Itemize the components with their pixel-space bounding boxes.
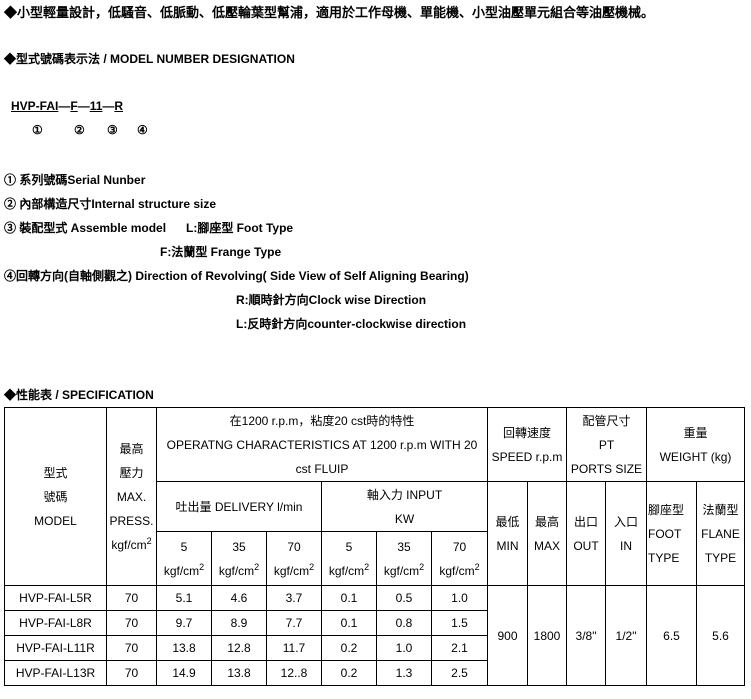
spec-table: 型式 號碼 MODEL 最高 壓力 MAX. PRESS. kgf/cm2 在1200 r.… (4, 407, 745, 686)
sep: — (58, 99, 71, 113)
line-cw: R:順時針方向Clock wise Direction (236, 293, 427, 307)
header-pressure-1: 35 kgf/cm2 (211, 531, 267, 586)
line-flange: F:法蘭型 Frange Type (160, 245, 282, 259)
table-cell: 70 (106, 610, 157, 636)
table-row: HVP-FAI-L5R 70 5.1 4.6 3.7 0.1 0.5 1.0 900 1800 3/… (4, 585, 745, 686)
header-ports: 配管尺寸 PT PORTS SIZE (566, 407, 647, 482)
table-cell: 0.8 (376, 610, 432, 636)
sep: — (102, 99, 115, 113)
header-pressure-0: 5 kgf/cm2 (156, 531, 212, 586)
header-input: 軸入力 INPUT KW (321, 481, 488, 532)
marker-1: ① (32, 123, 43, 137)
table-cell: HVP-FAI-L8R (4, 610, 107, 636)
shared-cell: 6.5 (646, 585, 697, 686)
table-cell: 12.8 (211, 635, 267, 661)
marker-3: ③ (107, 123, 118, 137)
shared-cell: 1/2" (605, 585, 647, 686)
table-cell: 1.0 (431, 585, 488, 611)
table-cell: 0.2 (321, 635, 377, 661)
header-speed: 回轉速度 SPEED r.p.m (487, 407, 567, 482)
sep: — (77, 99, 90, 113)
header-delivery: 吐出量 DELIVERY l/min (156, 481, 322, 532)
table-cell: HVP-FAI-L11R (4, 635, 107, 661)
shared-cell: 3/8" (566, 585, 606, 686)
code-size: F (70, 99, 78, 113)
table-cell: 9.7 (156, 610, 212, 636)
header-operating: 在1200 r.p.m，粘度20 cst時的特性 OPERATNG CHARACT… (156, 407, 488, 482)
shared-cell: 900 (487, 585, 528, 686)
line-serial: ① 系列號碼Serial Nunber (4, 173, 146, 187)
line-foot: L:腳座型 Foot Type (186, 221, 294, 235)
line-assemble: ③ 裝配型式 Assemble model (4, 221, 167, 235)
table-cell: 1.0 (376, 635, 432, 661)
table-cell: 11.7 (266, 635, 322, 661)
header-flane: 法蘭型 FLANE TYPE (696, 481, 745, 586)
header-pressure-2: 70 kgf/cm2 (266, 531, 322, 586)
table-cell: 0.1 (321, 585, 377, 611)
table-cell: 70 (106, 660, 157, 686)
header-max-press: 最高 壓力 MAX. PRESS. kgf/cm2 (106, 407, 157, 586)
model-code: HVP-FAI—F—11—R (11, 99, 123, 113)
table-cell: 70 (106, 585, 157, 611)
table-cell: 13.8 (156, 635, 212, 661)
code-series: HVP-FAI (11, 99, 59, 113)
table-cell: HVP-FAI-L5R (4, 585, 107, 611)
table-cell: 13.8 (211, 660, 267, 686)
table-cell: HVP-FAI-L13R (4, 660, 107, 686)
line-rotation: ④回轉方向(自軸側觀之) Direction of Revolving( Sid… (4, 269, 469, 283)
header-max: 最高 MAX (527, 481, 567, 586)
table-cell: 4.6 (211, 585, 267, 611)
table-cell: 7.7 (266, 610, 322, 636)
header-model: 型式 號碼 MODEL (4, 407, 107, 586)
header-weight: 重量 WEIGHT (kg) (646, 407, 745, 482)
spec-title: ◆性能表 / SPECIFICATION (4, 388, 154, 402)
marker-4: ④ (137, 123, 148, 137)
table-cell: 2.5 (431, 660, 488, 686)
header-out: 出口 OUT (566, 481, 606, 586)
table-row: HVP-FAI-L13R 70 14.9 13.8 12..8 0.2 1.3 2.5 (4, 660, 745, 686)
header-foot: 腳座型 FOOT TYPE (646, 481, 697, 586)
table-row: HVP-FAI-L8R 70 9.7 8.9 7.7 0.1 0.8 1.5 (4, 610, 745, 636)
table-cell: 0.2 (321, 660, 377, 686)
table-cell: 14.9 (156, 660, 212, 686)
code-assembly: 11 (89, 99, 103, 113)
shared-cell: 1800 (527, 585, 567, 686)
table-row: HVP-FAI-L11R 70 13.8 12.8 11.7 0.2 1.0 2.1 (4, 635, 745, 661)
line-size: ② 內部構造尺寸Internal structure size (4, 197, 217, 211)
table-cell: 3.7 (266, 585, 322, 611)
header-pressure-4: 35 kgf/cm2 (376, 531, 432, 586)
table-cell: 8.9 (211, 610, 267, 636)
header-in: 入口 IN (605, 481, 647, 586)
designation-title: ◆型式號碼表示法 / MODEL NUMBER DESIGNATION (4, 52, 295, 66)
intro-text: ◆小型輕量設計，低騷音、低脈動、低壓輪葉型幫浦，適用於工作母機、單能機、小型油壓… (4, 5, 655, 20)
header-min: 最低 MIN (487, 481, 528, 586)
table-cell: 5.1 (156, 585, 212, 611)
table-cell: 1.5 (431, 610, 488, 636)
table-cell: 0.1 (321, 610, 377, 636)
table-cell: 12..8 (266, 660, 322, 686)
table-cell: 0.5 (376, 585, 432, 611)
table-cell: 70 (106, 635, 157, 661)
code-rotation: R (114, 99, 124, 113)
table-cell: 2.1 (431, 635, 488, 661)
header-pressure-3: 5 kgf/cm2 (321, 531, 377, 586)
header-pressure-5: 70 kgf/cm2 (431, 531, 488, 586)
shared-cell: 5.6 (696, 585, 745, 686)
marker-2: ② (74, 123, 85, 137)
line-ccw: L:反時針方向counter-clockwise direction (236, 317, 467, 331)
table-cell: 1.3 (376, 660, 432, 686)
